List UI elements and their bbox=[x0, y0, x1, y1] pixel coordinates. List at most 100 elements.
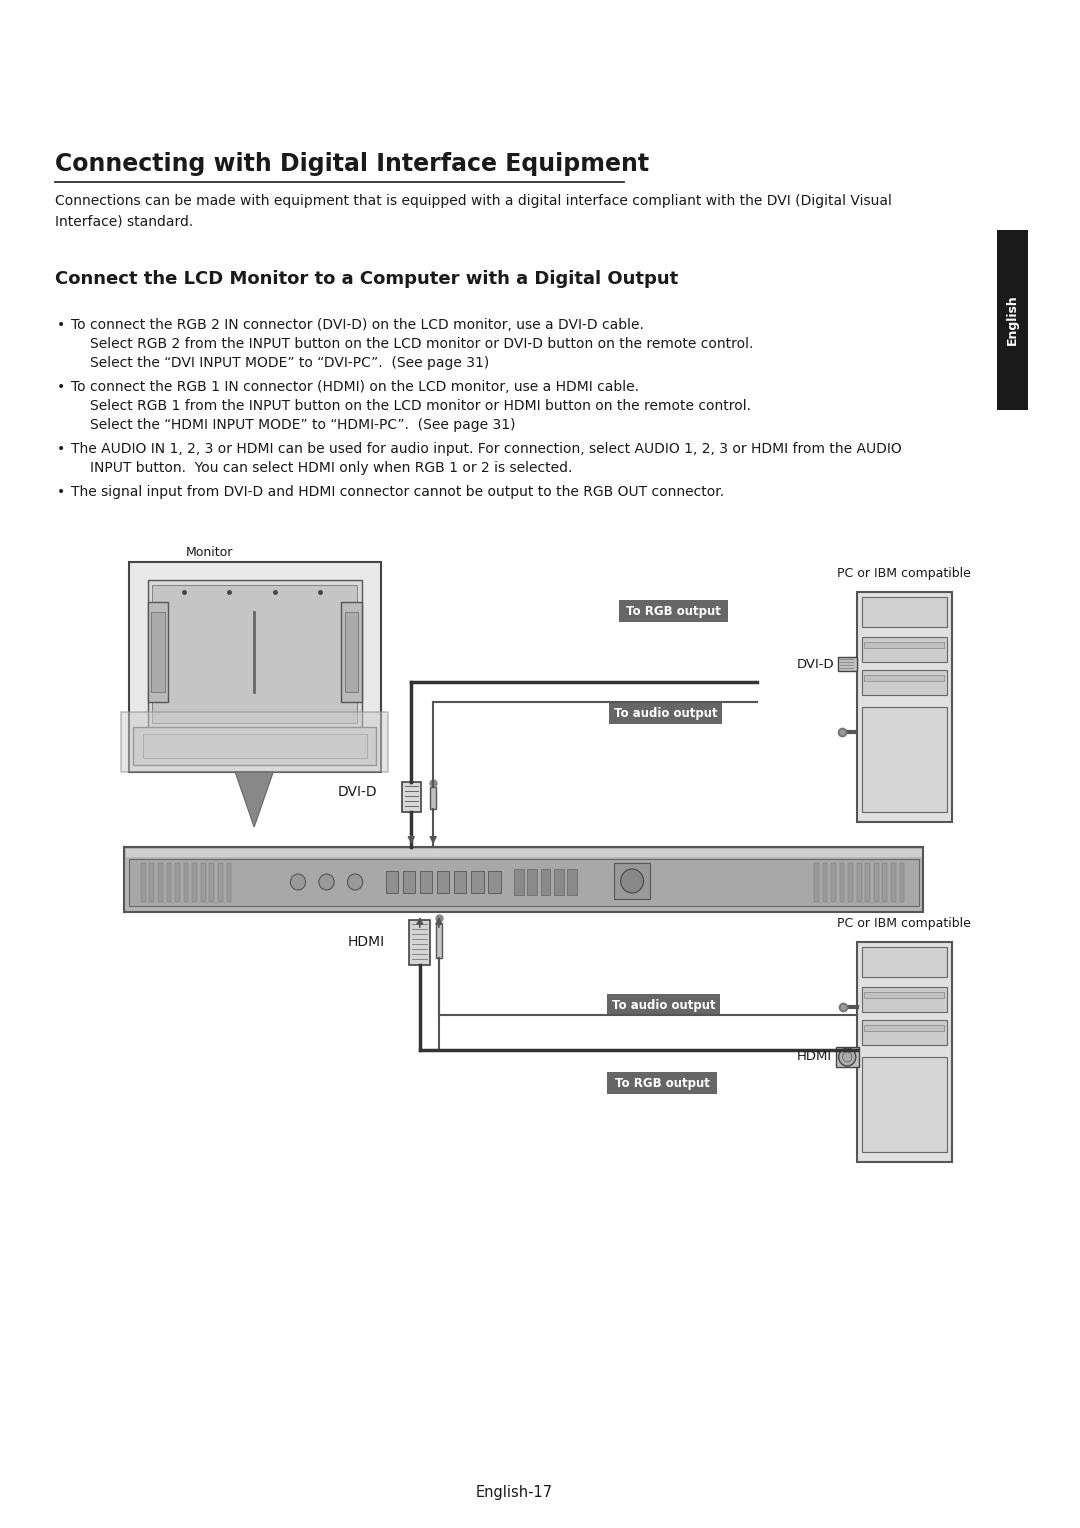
Bar bbox=[823, 863, 827, 902]
Bar bbox=[420, 871, 432, 892]
Text: Select the “HDMI INPUT MODE” to “HDMI-PC”.  (See page 31): Select the “HDMI INPUT MODE” to “HDMI-PC… bbox=[91, 419, 516, 432]
Bar bbox=[864, 675, 944, 681]
Bar bbox=[158, 863, 163, 902]
Text: PC or IBM compatible: PC or IBM compatible bbox=[837, 917, 971, 931]
Bar bbox=[430, 787, 436, 808]
Text: INPUT button.  You can select HDMI only when RGB 1 or 2 is selected.: INPUT button. You can select HDMI only w… bbox=[91, 461, 572, 475]
Bar bbox=[862, 637, 947, 662]
Bar bbox=[607, 1073, 717, 1094]
Bar bbox=[436, 923, 442, 958]
Text: English-17: English-17 bbox=[475, 1485, 553, 1499]
Circle shape bbox=[291, 874, 306, 889]
Text: Connections can be made with equipment that is equipped with a digital interface: Connections can be made with equipment t… bbox=[55, 194, 892, 208]
Bar bbox=[862, 707, 947, 811]
Bar bbox=[848, 863, 853, 902]
Bar bbox=[402, 782, 421, 811]
Bar bbox=[541, 869, 550, 895]
Text: •: • bbox=[57, 318, 66, 332]
Bar bbox=[567, 869, 577, 895]
Text: DVI-D: DVI-D bbox=[338, 785, 378, 799]
Text: Connect the LCD Monitor to a Computer with a Digital Output: Connect the LCD Monitor to a Computer wi… bbox=[55, 270, 678, 287]
Text: To connect the RGB 1 IN connector (HDMI) on the LCD monitor, use a HDMI cable.: To connect the RGB 1 IN connector (HDMI)… bbox=[71, 380, 639, 394]
Bar bbox=[814, 863, 819, 902]
Text: Interface) standard.: Interface) standard. bbox=[55, 214, 193, 228]
Text: DVI-D: DVI-D bbox=[796, 657, 834, 671]
Circle shape bbox=[348, 874, 363, 889]
Circle shape bbox=[621, 869, 644, 892]
Bar bbox=[609, 701, 721, 724]
Bar bbox=[862, 987, 947, 1012]
Bar bbox=[874, 863, 879, 902]
Circle shape bbox=[839, 1048, 855, 1067]
Text: HDMI: HDMI bbox=[797, 1051, 832, 1063]
Bar bbox=[864, 642, 944, 648]
Bar bbox=[184, 863, 189, 902]
Bar bbox=[386, 871, 397, 892]
Bar bbox=[148, 581, 362, 730]
Bar bbox=[341, 602, 362, 701]
Bar bbox=[129, 562, 381, 772]
Text: The signal input from DVI-D and HDMI connector cannot be output to the RGB OUT c: The signal input from DVI-D and HDMI con… bbox=[71, 484, 725, 500]
Text: English: English bbox=[1005, 295, 1018, 345]
Bar bbox=[437, 871, 449, 892]
Bar bbox=[488, 871, 501, 892]
Bar bbox=[345, 613, 357, 692]
Text: HDMI: HDMI bbox=[348, 935, 384, 949]
Bar bbox=[125, 850, 921, 857]
Bar bbox=[514, 869, 524, 895]
Text: •: • bbox=[57, 442, 66, 455]
Bar bbox=[864, 1025, 944, 1031]
Bar bbox=[129, 859, 919, 906]
Bar bbox=[143, 733, 366, 758]
Bar bbox=[140, 863, 146, 902]
Bar bbox=[997, 231, 1028, 410]
Text: Select the “DVI INPUT MODE” to “DVI-PC”.  (See page 31): Select the “DVI INPUT MODE” to “DVI-PC”.… bbox=[91, 356, 489, 370]
Bar bbox=[862, 1021, 947, 1045]
Bar bbox=[862, 597, 947, 626]
Text: Select RGB 1 from the INPUT button on the LCD monitor or HDMI button on the remo: Select RGB 1 from the INPUT button on th… bbox=[91, 399, 752, 413]
Text: •: • bbox=[57, 484, 66, 500]
Bar bbox=[832, 863, 836, 902]
Bar bbox=[192, 863, 197, 902]
Text: •: • bbox=[57, 380, 66, 394]
Bar bbox=[409, 920, 430, 966]
Text: To audio output: To audio output bbox=[611, 998, 715, 1012]
Bar bbox=[471, 871, 484, 892]
Text: To RGB output: To RGB output bbox=[626, 605, 721, 617]
Bar bbox=[175, 863, 180, 902]
Bar bbox=[227, 863, 231, 902]
Bar bbox=[124, 847, 923, 912]
Bar bbox=[454, 871, 467, 892]
Bar bbox=[862, 947, 947, 976]
Bar bbox=[615, 863, 650, 898]
Text: The AUDIO IN 1, 2, 3 or HDMI can be used for audio input. For connection, select: The AUDIO IN 1, 2, 3 or HDMI can be used… bbox=[71, 442, 902, 455]
Bar bbox=[856, 941, 951, 1161]
Text: To audio output: To audio output bbox=[613, 706, 717, 720]
Bar bbox=[862, 669, 947, 695]
Text: Monitor: Monitor bbox=[186, 545, 233, 559]
Bar bbox=[218, 863, 222, 902]
Bar bbox=[619, 601, 728, 622]
Bar bbox=[862, 1057, 947, 1152]
Text: Connecting with Digital Interface Equipment: Connecting with Digital Interface Equipm… bbox=[55, 151, 649, 176]
Text: To RGB output: To RGB output bbox=[615, 1077, 710, 1089]
Bar bbox=[900, 863, 904, 902]
Bar bbox=[403, 871, 415, 892]
Polygon shape bbox=[235, 772, 273, 827]
Bar bbox=[554, 869, 564, 895]
Text: PC or IBM compatible: PC or IBM compatible bbox=[837, 567, 971, 581]
Text: Select RGB 2 from the INPUT button on the LCD monitor or DVI-D button on the rem: Select RGB 2 from the INPUT button on th… bbox=[91, 338, 754, 351]
Text: To connect the RGB 2 IN connector (DVI-D) on the LCD monitor, use a DVI-D cable.: To connect the RGB 2 IN connector (DVI-D… bbox=[71, 318, 645, 332]
Bar bbox=[864, 992, 944, 998]
Bar bbox=[836, 1047, 859, 1067]
Circle shape bbox=[319, 874, 334, 889]
Bar bbox=[166, 863, 172, 902]
Bar bbox=[882, 863, 888, 902]
Bar bbox=[527, 869, 537, 895]
Circle shape bbox=[842, 1051, 852, 1062]
Bar bbox=[839, 863, 845, 902]
Bar bbox=[865, 863, 870, 902]
Bar bbox=[891, 863, 895, 902]
Bar bbox=[838, 657, 856, 671]
Bar bbox=[151, 613, 164, 692]
